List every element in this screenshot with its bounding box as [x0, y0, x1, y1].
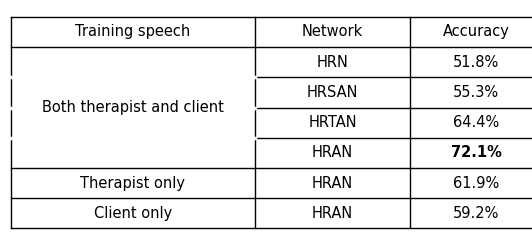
- Text: 59.2%: 59.2%: [453, 206, 500, 221]
- Bar: [410, 168, 532, 198]
- Bar: [255, 17, 410, 47]
- Bar: [410, 138, 532, 168]
- Text: HRSAN: HRSAN: [307, 85, 358, 100]
- Bar: [410, 47, 532, 77]
- Text: HRN: HRN: [317, 55, 348, 70]
- Text: Therapist only: Therapist only: [80, 176, 186, 191]
- Bar: [410, 77, 532, 108]
- Bar: [255, 47, 410, 77]
- Bar: [11, 17, 255, 47]
- Text: Client only: Client only: [94, 206, 172, 221]
- Bar: [11, 47, 255, 77]
- Text: HRTAN: HRTAN: [308, 115, 357, 130]
- Text: Both therapist and client: Both therapist and client: [42, 100, 224, 115]
- Bar: [11, 138, 255, 168]
- Bar: [11, 77, 255, 108]
- Bar: [255, 198, 410, 228]
- Text: HRAN: HRAN: [312, 176, 353, 191]
- Text: 64.4%: 64.4%: [453, 115, 499, 130]
- Bar: [255, 108, 410, 138]
- Text: Network: Network: [302, 24, 363, 39]
- Bar: [11, 168, 255, 198]
- Bar: [11, 198, 255, 228]
- Text: HRAN: HRAN: [312, 145, 353, 160]
- Bar: [255, 168, 410, 198]
- Text: Training speech: Training speech: [76, 24, 190, 39]
- Text: 55.3%: 55.3%: [453, 85, 499, 100]
- Text: Accuracy: Accuracy: [443, 24, 510, 39]
- Text: 51.8%: 51.8%: [453, 55, 499, 70]
- Text: 72.1%: 72.1%: [451, 145, 502, 160]
- Text: HRAN: HRAN: [312, 206, 353, 221]
- Bar: [410, 108, 532, 138]
- Bar: [255, 138, 410, 168]
- Bar: [255, 77, 410, 108]
- Bar: [11, 108, 255, 138]
- Bar: [410, 17, 532, 47]
- Text: 61.9%: 61.9%: [453, 176, 499, 191]
- Bar: [410, 198, 532, 228]
